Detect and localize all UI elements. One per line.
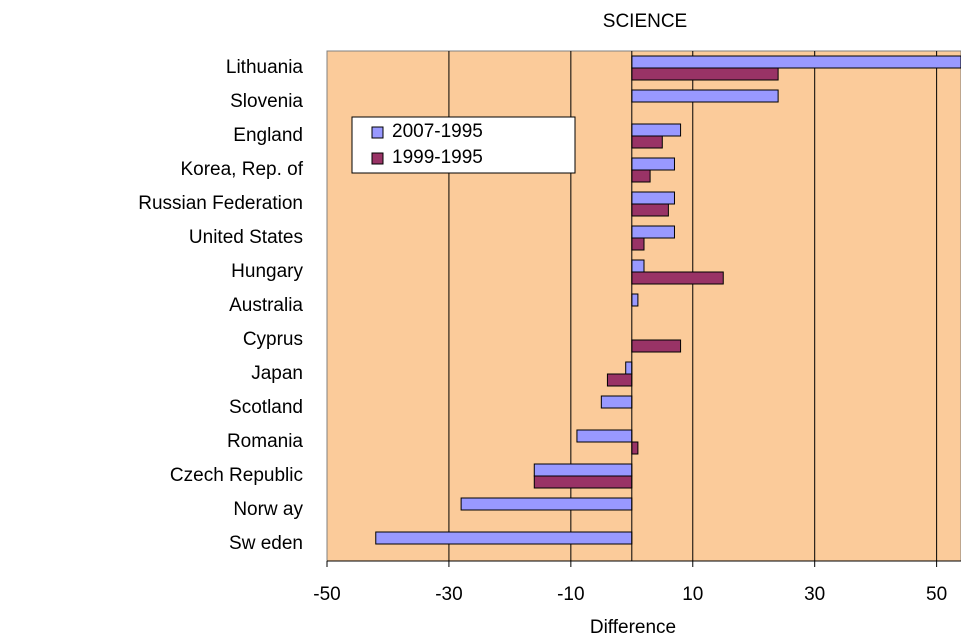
y-tick-label: Sw eden [229,533,303,554]
bar [631,191,675,205]
y-tick-label: Japan [251,363,303,384]
bar [631,203,669,217]
bar [631,55,961,69]
bar [631,157,675,171]
bar [375,531,633,545]
bar [460,497,633,511]
x-tick-label: -50 [313,584,340,605]
bar [600,395,633,409]
bar [631,135,663,149]
bar [631,169,651,183]
legend-label: 1999-1995 [392,147,483,168]
x-tick-label: -30 [435,584,462,605]
y-tick-label: England [233,125,303,146]
x-tick-label: -10 [557,584,584,605]
y-tick-label: Romania [227,431,303,452]
y-tick-label: Cyprus [243,329,303,350]
legend-box [351,116,576,174]
y-tick-label: United States [189,227,303,248]
bar [631,441,639,455]
y-tick-label: Norw ay [233,499,303,520]
x-tick-label: 10 [682,584,703,605]
y-tick-label: Hungary [231,261,303,282]
y-tick-label: Russian Federation [138,193,303,214]
bar [631,259,645,273]
bar [606,373,633,387]
bar [631,225,675,239]
y-tick-label: Slovenia [230,91,303,112]
bar [631,237,645,251]
legend-label: 2007-1995 [392,121,483,142]
legend-swatch [371,152,384,165]
chart-title: SCIENCE [603,11,687,32]
x-tick-label: 30 [804,584,825,605]
bar [631,271,724,285]
bar [625,361,633,375]
x-axis-label: Difference [590,617,676,637]
bar [533,463,633,477]
bar [631,339,682,353]
bar [631,89,779,103]
legend-swatch [371,126,384,139]
y-tick-label: Australia [229,295,303,316]
y-tick-label: Lithuania [226,57,304,78]
bar [631,293,639,307]
bar [576,429,633,443]
y-tick-label: Korea, Rep. of [180,159,303,180]
bar [631,123,682,137]
y-tick-label: Scotland [229,397,303,418]
x-tick-label: 50 [926,584,947,605]
bar [533,475,633,489]
bar [631,67,779,81]
y-tick-label: Czech Republic [170,465,303,486]
